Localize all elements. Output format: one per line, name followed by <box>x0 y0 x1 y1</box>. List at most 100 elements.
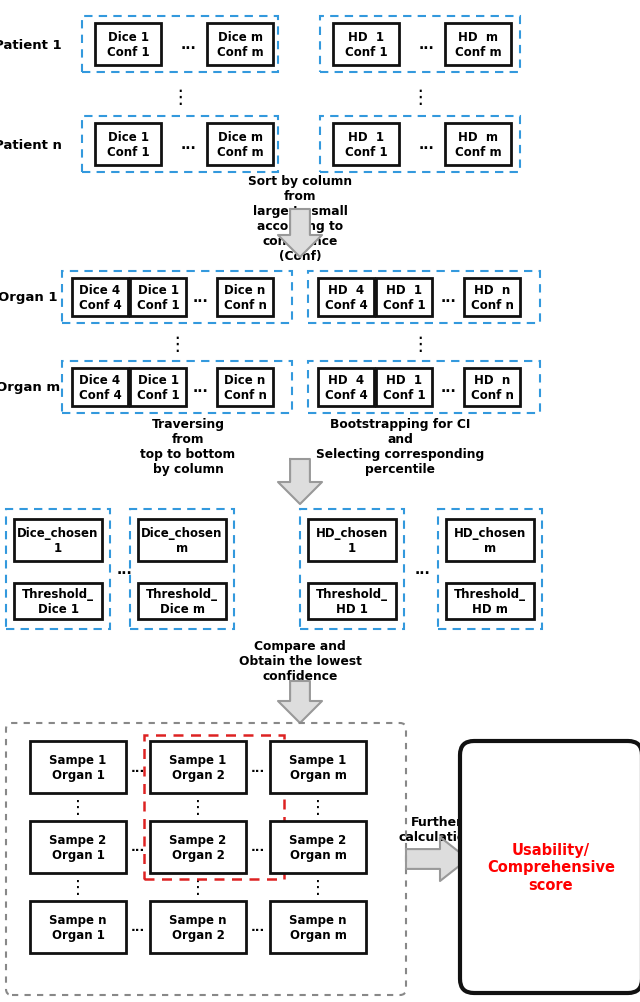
Text: Usability/
Comprehensive
score: Usability/ Comprehensive score <box>487 843 615 892</box>
Text: ⋮: ⋮ <box>189 878 207 896</box>
Text: ...: ... <box>180 38 196 52</box>
Text: ⋮: ⋮ <box>309 878 327 896</box>
Text: ...: ... <box>131 761 145 774</box>
Text: Dice 1
Conf 1: Dice 1 Conf 1 <box>137 284 179 312</box>
Bar <box>82 17 278 73</box>
Text: ...: ... <box>131 921 145 934</box>
Text: ...: ... <box>440 291 456 305</box>
FancyBboxPatch shape <box>72 369 128 407</box>
FancyBboxPatch shape <box>270 901 366 953</box>
Text: HD  n
Conf n: HD n Conf n <box>470 374 513 402</box>
FancyBboxPatch shape <box>95 24 161 66</box>
Bar <box>308 272 540 324</box>
FancyBboxPatch shape <box>138 583 226 619</box>
Text: ...: ... <box>251 841 265 854</box>
FancyBboxPatch shape <box>217 369 273 407</box>
Text: HD  1
Conf 1: HD 1 Conf 1 <box>345 31 387 59</box>
Text: ⋮: ⋮ <box>410 87 429 106</box>
Bar <box>320 17 520 73</box>
Text: ⋮: ⋮ <box>167 334 187 353</box>
FancyBboxPatch shape <box>445 24 511 66</box>
Bar <box>82 117 278 172</box>
Text: ...: ... <box>251 761 265 774</box>
Text: ⋮: ⋮ <box>309 799 327 817</box>
FancyBboxPatch shape <box>333 24 399 66</box>
Text: Threshold_
HD 1: Threshold_ HD 1 <box>316 587 388 615</box>
FancyBboxPatch shape <box>376 279 432 317</box>
FancyBboxPatch shape <box>207 124 273 166</box>
FancyBboxPatch shape <box>130 279 186 317</box>
FancyBboxPatch shape <box>150 822 246 873</box>
Text: Dice 4
Conf 4: Dice 4 Conf 4 <box>79 284 122 312</box>
Text: ...: ... <box>117 562 133 576</box>
Text: Further
calculation: Further calculation <box>399 816 475 843</box>
FancyBboxPatch shape <box>217 279 273 317</box>
Text: ...: ... <box>251 921 265 934</box>
Text: Sampe n
Organ m: Sampe n Organ m <box>289 913 347 941</box>
FancyBboxPatch shape <box>95 124 161 166</box>
Text: ...: ... <box>418 38 434 52</box>
Text: Dice m
Conf m: Dice m Conf m <box>217 131 263 159</box>
Text: Patient 1: Patient 1 <box>0 38 62 51</box>
Text: ...: ... <box>192 291 208 305</box>
Text: ...: ... <box>418 138 434 152</box>
Text: HD  1
Conf 1: HD 1 Conf 1 <box>383 284 426 312</box>
FancyBboxPatch shape <box>150 901 246 953</box>
Text: Sampe 2
Organ m: Sampe 2 Organ m <box>289 834 347 861</box>
Text: HD  m
Conf m: HD m Conf m <box>454 131 501 159</box>
Text: HD  m
Conf m: HD m Conf m <box>454 31 501 59</box>
Text: ...: ... <box>440 381 456 395</box>
Text: ⋮: ⋮ <box>410 334 429 353</box>
Text: Sampe n
Organ 2: Sampe n Organ 2 <box>169 913 227 941</box>
FancyBboxPatch shape <box>138 519 226 561</box>
Text: Threshold_
HD m: Threshold_ HD m <box>454 587 526 615</box>
FancyBboxPatch shape <box>376 369 432 407</box>
Text: Sampe 1
Organ 2: Sampe 1 Organ 2 <box>170 754 227 782</box>
FancyBboxPatch shape <box>333 124 399 166</box>
FancyBboxPatch shape <box>30 822 126 873</box>
Text: Dice_chosen
1: Dice_chosen 1 <box>17 526 99 554</box>
Text: Dice 4
Conf 4: Dice 4 Conf 4 <box>79 374 122 402</box>
Text: Organ m: Organ m <box>0 381 60 394</box>
Text: ...: ... <box>192 381 208 395</box>
Text: Dice 1
Conf 1: Dice 1 Conf 1 <box>107 131 149 159</box>
Bar <box>320 117 520 172</box>
FancyBboxPatch shape <box>445 124 511 166</box>
Text: ⋮: ⋮ <box>69 878 87 896</box>
Text: Threshold_
Dice 1: Threshold_ Dice 1 <box>22 587 94 615</box>
Polygon shape <box>278 460 322 504</box>
Text: Sort by column
from
large to small
according to
confidence
(Conf): Sort by column from large to small accor… <box>248 174 352 263</box>
Text: ⋮: ⋮ <box>69 799 87 817</box>
Text: Sampe 2
Organ 2: Sampe 2 Organ 2 <box>170 834 227 861</box>
FancyBboxPatch shape <box>464 369 520 407</box>
Text: Dice 1
Conf 1: Dice 1 Conf 1 <box>137 374 179 402</box>
Polygon shape <box>278 681 322 723</box>
FancyBboxPatch shape <box>130 369 186 407</box>
Text: HD  1
Conf 1: HD 1 Conf 1 <box>345 131 387 159</box>
Text: HD  4
Conf 4: HD 4 Conf 4 <box>324 374 367 402</box>
Text: HD_chosen
m: HD_chosen m <box>454 526 526 554</box>
Text: ...: ... <box>131 841 145 854</box>
FancyBboxPatch shape <box>446 519 534 561</box>
Text: HD  1
Conf 1: HD 1 Conf 1 <box>383 374 426 402</box>
Text: Threshold_
Dice m: Threshold_ Dice m <box>146 587 218 615</box>
Text: Sampe n
Organ 1: Sampe n Organ 1 <box>49 913 107 941</box>
FancyBboxPatch shape <box>270 741 366 794</box>
FancyBboxPatch shape <box>460 741 640 993</box>
Text: ...: ... <box>180 138 196 152</box>
FancyBboxPatch shape <box>30 901 126 953</box>
Bar <box>308 362 540 414</box>
Text: Dice_chosen
m: Dice_chosen m <box>141 526 223 554</box>
Text: ...: ... <box>414 562 430 576</box>
Text: HD  n
Conf n: HD n Conf n <box>470 284 513 312</box>
FancyBboxPatch shape <box>72 279 128 317</box>
Text: Dice n
Conf n: Dice n Conf n <box>223 374 266 402</box>
Text: Bootstrapping for CI
and
Selecting corresponding
percentile: Bootstrapping for CI and Selecting corre… <box>316 418 484 476</box>
FancyBboxPatch shape <box>207 24 273 66</box>
Bar <box>62 272 292 324</box>
FancyBboxPatch shape <box>14 519 102 561</box>
FancyBboxPatch shape <box>308 583 396 619</box>
FancyBboxPatch shape <box>150 741 246 794</box>
FancyBboxPatch shape <box>308 519 396 561</box>
Text: Dice n
Conf n: Dice n Conf n <box>223 284 266 312</box>
